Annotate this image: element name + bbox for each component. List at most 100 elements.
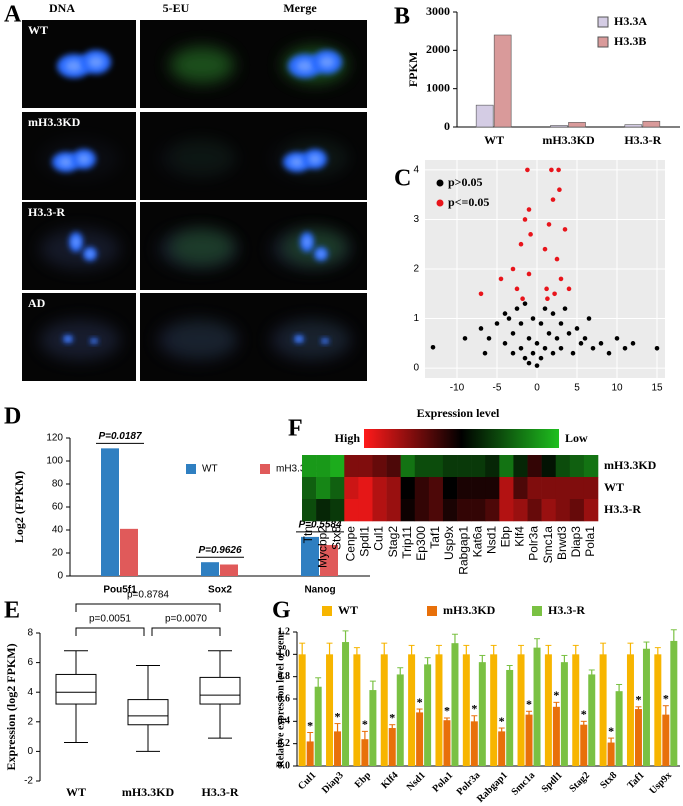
- dna-core: [303, 237, 311, 247]
- panel-label: F: [288, 416, 303, 442]
- y-tick-label: 0: [413, 363, 419, 374]
- p-value: P=0.0187: [98, 431, 142, 442]
- bar: [642, 120, 661, 128]
- heatmap-cell: [330, 499, 345, 522]
- bar: [615, 691, 623, 766]
- heatmap-cell: [372, 455, 387, 478]
- point: [630, 341, 636, 346]
- point: [514, 286, 520, 292]
- heatmap-cell: [527, 455, 542, 478]
- heatmap-cell: [428, 499, 444, 522]
- x-tick-label: Nsd1: [405, 770, 428, 793]
- point: [550, 350, 556, 356]
- point: [542, 345, 548, 351]
- column-label: Cenpe: [344, 526, 358, 562]
- point: [510, 350, 516, 356]
- bar: [462, 654, 470, 766]
- column-label: Smc1a: [541, 526, 555, 564]
- y-tick-label: 0.8: [278, 671, 291, 682]
- x-tick-label: 10: [611, 383, 623, 394]
- y-tick-label: 40: [52, 525, 64, 536]
- heatmap-cell: [414, 499, 430, 522]
- micrograph-content: [271, 320, 351, 360]
- y-tick-label: 0.6: [278, 693, 291, 704]
- point: [522, 355, 528, 361]
- heatmap-cell: [344, 455, 359, 478]
- y-axis-label: Relative expression level of gene: [275, 630, 286, 768]
- comparison-label: p=0.8784: [127, 590, 169, 601]
- point: [522, 301, 528, 306]
- point: [562, 227, 568, 232]
- x-tick-label: H3.3-R: [624, 133, 661, 147]
- column-label: Cul1: [372, 526, 386, 551]
- column-label: Mycbp2: [315, 526, 329, 568]
- heatmap-cell: [499, 455, 514, 478]
- point: [598, 341, 604, 346]
- heatmap-cell: [400, 499, 416, 522]
- x-tick-label: WT: [66, 785, 86, 799]
- comparison-bracket: [151, 627, 221, 636]
- heatmap-cell: [471, 499, 486, 522]
- point: [514, 306, 520, 311]
- heatmap-cell: [386, 477, 401, 500]
- x-tick-label: -5: [493, 383, 502, 394]
- point: [614, 336, 620, 341]
- significance-mark: *: [417, 695, 423, 709]
- column-label: Trip11: [400, 526, 414, 559]
- significance-mark: *: [389, 710, 395, 724]
- heatmap-cell: [400, 477, 416, 500]
- column-label: Taf1: [428, 526, 442, 549]
- heatmap-cell: [569, 477, 585, 500]
- x-tick-label: Taf1: [625, 770, 646, 791]
- column-header: 5-EU: [163, 1, 190, 15]
- heatmap-cell: [358, 477, 373, 500]
- micrograph-content: [158, 139, 238, 179]
- column-label: Ep300: [414, 526, 428, 561]
- point: [574, 326, 580, 331]
- point: [478, 291, 484, 297]
- y-tick-label: 0: [57, 571, 63, 582]
- micrograph-content: [283, 47, 347, 83]
- heatmap-cell: [485, 455, 500, 478]
- significance-mark: *: [526, 697, 532, 711]
- x-tick-label: Pou5f1: [103, 585, 137, 596]
- row-label: H3.3-R: [28, 205, 65, 219]
- x-tick-label: Rabgap1: [475, 770, 510, 805]
- point: [506, 316, 512, 321]
- point: [557, 187, 562, 193]
- heatmap-cell: [555, 499, 571, 522]
- point: [590, 345, 596, 351]
- dna-core: [323, 339, 327, 343]
- x-tick-label: Sox2: [208, 585, 232, 596]
- bar: [560, 662, 568, 766]
- eu-signal: [283, 229, 347, 265]
- y-tick-label: 3000: [426, 4, 450, 18]
- comparison-bracket: [75, 627, 145, 636]
- point: [554, 256, 560, 262]
- significance-mark: *: [553, 688, 559, 702]
- bar: [626, 654, 634, 766]
- y-tick-label: 0: [444, 119, 450, 133]
- bar: [517, 654, 525, 766]
- bar: [314, 686, 322, 766]
- significance-mark: *: [444, 704, 450, 718]
- point: [526, 336, 532, 341]
- row-label: mH3.3KD: [28, 115, 81, 129]
- legend-swatch: [532, 606, 542, 616]
- eu-signal: [283, 320, 347, 356]
- x-tick-label: 0: [534, 383, 540, 394]
- x-tick-label: Diap3: [320, 770, 346, 796]
- bar: [580, 724, 588, 766]
- legend-swatch: [427, 606, 437, 616]
- bar: [408, 654, 416, 766]
- bar: [475, 104, 494, 128]
- eu-signal: [170, 139, 234, 175]
- point: [534, 363, 540, 368]
- cell-outline: [40, 320, 120, 360]
- point: [462, 336, 468, 341]
- bar: [607, 742, 615, 766]
- heatmap-cell: [302, 499, 317, 522]
- micrograph-content: [158, 320, 238, 360]
- x-tick-label: 5: [574, 383, 580, 394]
- heatmap-cell: [442, 477, 458, 500]
